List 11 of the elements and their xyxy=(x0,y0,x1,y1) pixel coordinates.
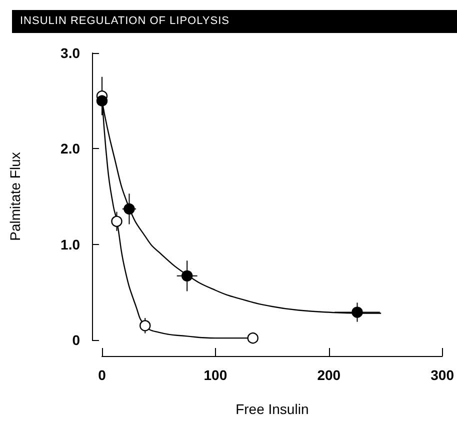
x-tick-label: 300 xyxy=(430,367,454,383)
x-axis-title: Free Insulin xyxy=(236,401,309,417)
y-tick-label: 1.0 xyxy=(60,236,80,252)
x-tick-label: 0 xyxy=(98,367,106,383)
y-tick-label: 0 xyxy=(72,332,80,348)
y-tick-label: 3.0 xyxy=(60,45,80,61)
y-tick-label: 2.0 xyxy=(60,140,80,157)
x-tick-label: 200 xyxy=(317,367,341,383)
x-tick-label: 100 xyxy=(204,367,228,383)
chart-title: INSULIN REGULATION OF LIPOLYSIS xyxy=(12,10,457,33)
y-axis-title: Palmitate Flux xyxy=(7,152,23,241)
